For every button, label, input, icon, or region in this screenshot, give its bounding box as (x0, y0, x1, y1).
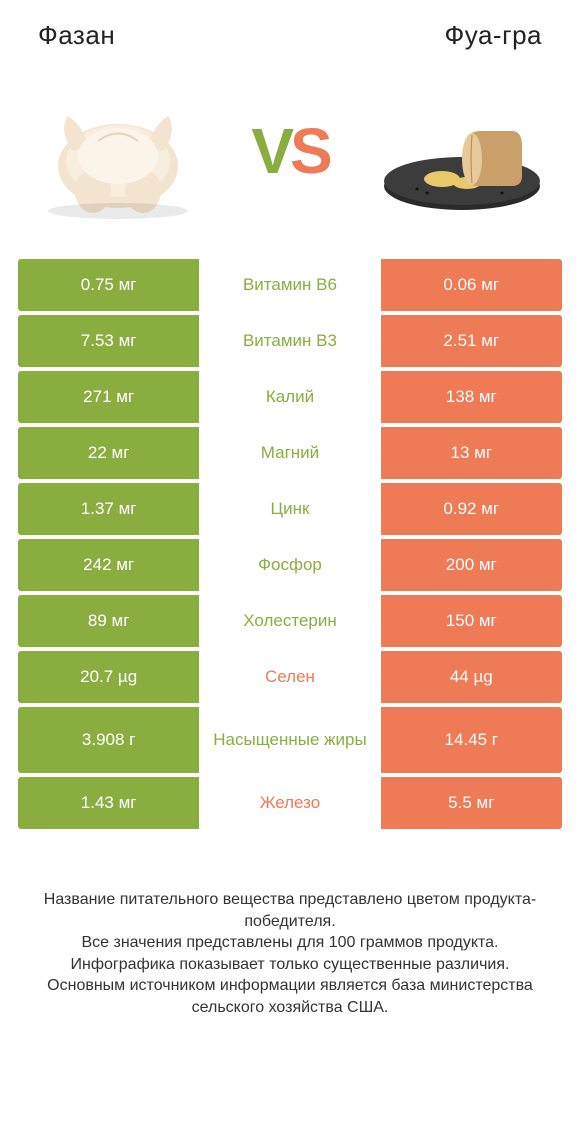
right-value-cell: 0.92 мг (381, 483, 562, 535)
images-row: VS (18, 61, 562, 241)
nutrient-label: Витамин B3 (199, 315, 380, 367)
table-row: 20.7 µgСелен44 µg (18, 651, 562, 703)
nutrient-label: Железо (199, 777, 380, 829)
nutrient-label: Насыщенные жиры (199, 707, 380, 773)
left-value-cell: 20.7 µg (18, 651, 199, 703)
table-row: 1.37 мгЦинк0.92 мг (18, 483, 562, 535)
right-value-cell: 44 µg (381, 651, 562, 703)
left-value-cell: 89 мг (18, 595, 199, 647)
vs-badge: VS (251, 119, 328, 183)
nutrient-label: Цинк (199, 483, 380, 535)
vs-s-letter: S (290, 115, 329, 187)
left-value-cell: 22 мг (18, 427, 199, 479)
table-row: 0.75 мгВитамин B60.06 мг (18, 259, 562, 311)
header-row: Фазан Фуа-гра (18, 20, 562, 51)
table-row: 89 мгХолестерин150 мг (18, 595, 562, 647)
right-value-cell: 5.5 мг (381, 777, 562, 829)
vs-v-letter: V (251, 115, 290, 187)
table-row: 22 мгМагний13 мг (18, 427, 562, 479)
table-row: 1.43 мгЖелезо5.5 мг (18, 777, 562, 829)
infographic-container: Фазан Фуа-гра VS (0, 0, 580, 1039)
nutrient-label: Калий (199, 371, 380, 423)
nutrient-label: Магний (199, 427, 380, 479)
right-value-cell: 14.45 г (381, 707, 562, 773)
nutrient-label: Холестерин (199, 595, 380, 647)
footer-line-3: Инфографика показывает только существенн… (28, 954, 552, 976)
left-product-image (28, 71, 208, 231)
table-row: 271 мгКалий138 мг (18, 371, 562, 423)
right-value-cell: 150 мг (381, 595, 562, 647)
table-row: 3.908 гНасыщенные жиры14.45 г (18, 707, 562, 773)
left-value-cell: 242 мг (18, 539, 199, 591)
footer-notes: Название питательного вещества представл… (18, 889, 562, 1039)
table-row: 7.53 мгВитамин B32.51 мг (18, 315, 562, 367)
table-row: 242 мгФосфор200 мг (18, 539, 562, 591)
right-value-cell: 13 мг (381, 427, 562, 479)
nutrient-label: Фосфор (199, 539, 380, 591)
left-value-cell: 3.908 г (18, 707, 199, 773)
left-value-cell: 0.75 мг (18, 259, 199, 311)
footer-line-2: Все значения представлены для 100 граммо… (28, 932, 552, 954)
right-product-title: Фуа-гра (445, 20, 543, 51)
nutrient-label: Селен (199, 651, 380, 703)
comparison-table: 0.75 мгВитамин B60.06 мг7.53 мгВитамин B… (18, 259, 562, 829)
left-value-cell: 1.43 мг (18, 777, 199, 829)
left-value-cell: 271 мг (18, 371, 199, 423)
footer-line-4: Основным источником информации является … (28, 975, 552, 1018)
left-product-title: Фазан (38, 20, 115, 51)
left-value-cell: 7.53 мг (18, 315, 199, 367)
nutrient-label: Витамин B6 (199, 259, 380, 311)
right-value-cell: 0.06 мг (381, 259, 562, 311)
footer-line-1: Название питательного вещества представл… (28, 889, 552, 932)
right-product-image (372, 71, 552, 231)
right-value-cell: 200 мг (381, 539, 562, 591)
left-value-cell: 1.37 мг (18, 483, 199, 535)
right-value-cell: 138 мг (381, 371, 562, 423)
right-value-cell: 2.51 мг (381, 315, 562, 367)
